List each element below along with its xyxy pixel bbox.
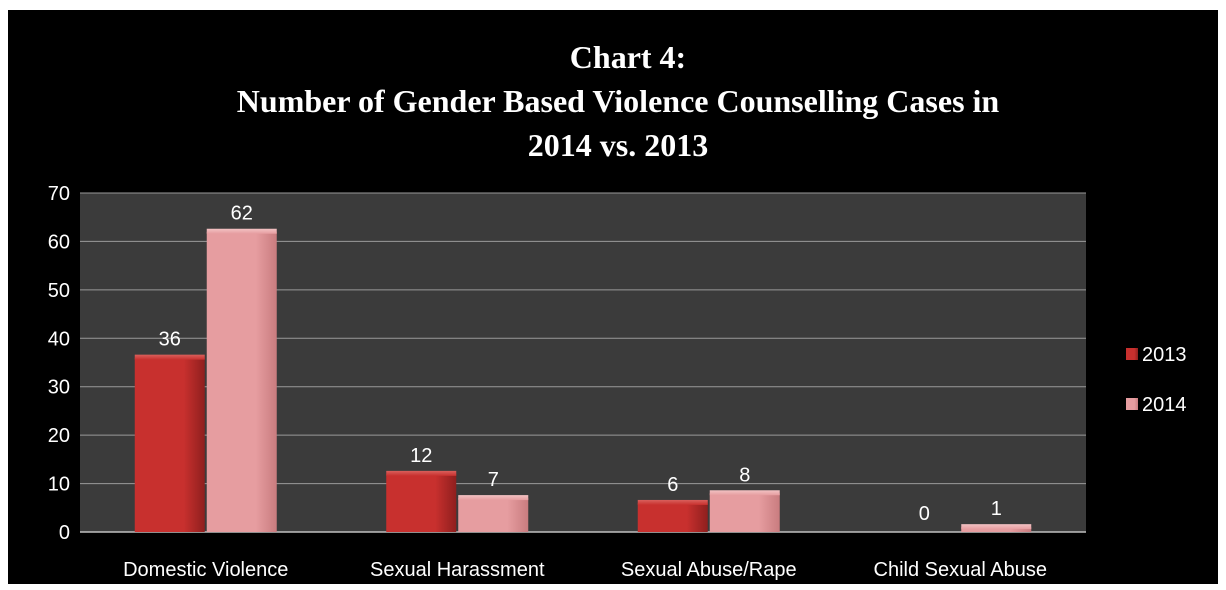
y-tick-label: 70 xyxy=(48,183,70,205)
legend-swatch-2013 xyxy=(1126,348,1138,360)
bar-2014-3 xyxy=(961,527,1032,532)
data-label-2014-3: 1 xyxy=(991,498,1002,520)
x-category-label: Domestic Violence xyxy=(123,559,288,581)
data-label-2013-0: 36 xyxy=(159,329,181,351)
data-label-2014-0: 62 xyxy=(231,203,253,225)
bar-cap-2013-1 xyxy=(386,470,457,476)
bar-2014-0 xyxy=(206,231,277,532)
y-tick-label: 40 xyxy=(48,328,70,350)
y-tick-label: 60 xyxy=(48,231,70,253)
bar-2013-1 xyxy=(386,473,457,532)
y-tick-label: 10 xyxy=(48,474,70,496)
legend: 2013 2014 xyxy=(1126,344,1187,416)
legend-swatch-2014 xyxy=(1126,398,1138,410)
y-tick-label: 50 xyxy=(48,280,70,302)
y-tick-label: 20 xyxy=(48,425,70,447)
bar-2013-0 xyxy=(134,357,205,532)
x-axis: Domestic Violence Sexual Harassment Sexual… xyxy=(123,559,1047,581)
data-label-2014-1: 7 xyxy=(488,469,499,491)
chart-title-line-1: Chart 4: xyxy=(570,39,686,75)
y-tick-label: 0 xyxy=(59,522,70,544)
bar-2013-2 xyxy=(637,502,708,532)
data-labels: 36 62 12 7 6 8 0 1 xyxy=(159,203,1002,525)
y-tick-label: 30 xyxy=(48,377,70,399)
data-label-2013-2: 6 xyxy=(667,474,678,496)
bar-cap-2014-2 xyxy=(709,490,780,496)
chart-title: Chart 4: Number of Gender Based Violence… xyxy=(237,39,1000,163)
chart-title-line-2: Number of Gender Based Violence Counsell… xyxy=(237,83,1000,119)
bar-cap-2014-1 xyxy=(458,495,529,501)
bar-cap-2014-3 xyxy=(961,524,1032,530)
chart-title-line-3: 2014 vs. 2013 xyxy=(528,127,708,163)
bar-2014-2 xyxy=(709,493,780,532)
bar-cap-2013-2 xyxy=(637,499,708,505)
legend-label-2014: 2014 xyxy=(1142,394,1187,416)
bars xyxy=(134,228,1032,532)
bar-chart: Chart 4: Number of Gender Based Violence… xyxy=(48,39,1187,581)
x-category-label: Sexual Harassment xyxy=(370,559,545,581)
data-label-2013-1: 12 xyxy=(410,445,432,467)
x-category-label: Sexual Abuse/Rape xyxy=(621,559,797,581)
bar-cap-2013-0 xyxy=(134,354,205,360)
x-category-label: Child Sexual Abuse xyxy=(874,559,1047,581)
data-label-2014-2: 8 xyxy=(739,464,750,486)
legend-label-2013: 2013 xyxy=(1142,344,1187,366)
chart-container: Chart 4: Number of Gender Based Violence… xyxy=(8,10,1218,584)
bar-cap-2014-0 xyxy=(206,228,277,234)
data-label-2013-3: 0 xyxy=(919,503,930,525)
bar-2014-1 xyxy=(458,498,529,532)
